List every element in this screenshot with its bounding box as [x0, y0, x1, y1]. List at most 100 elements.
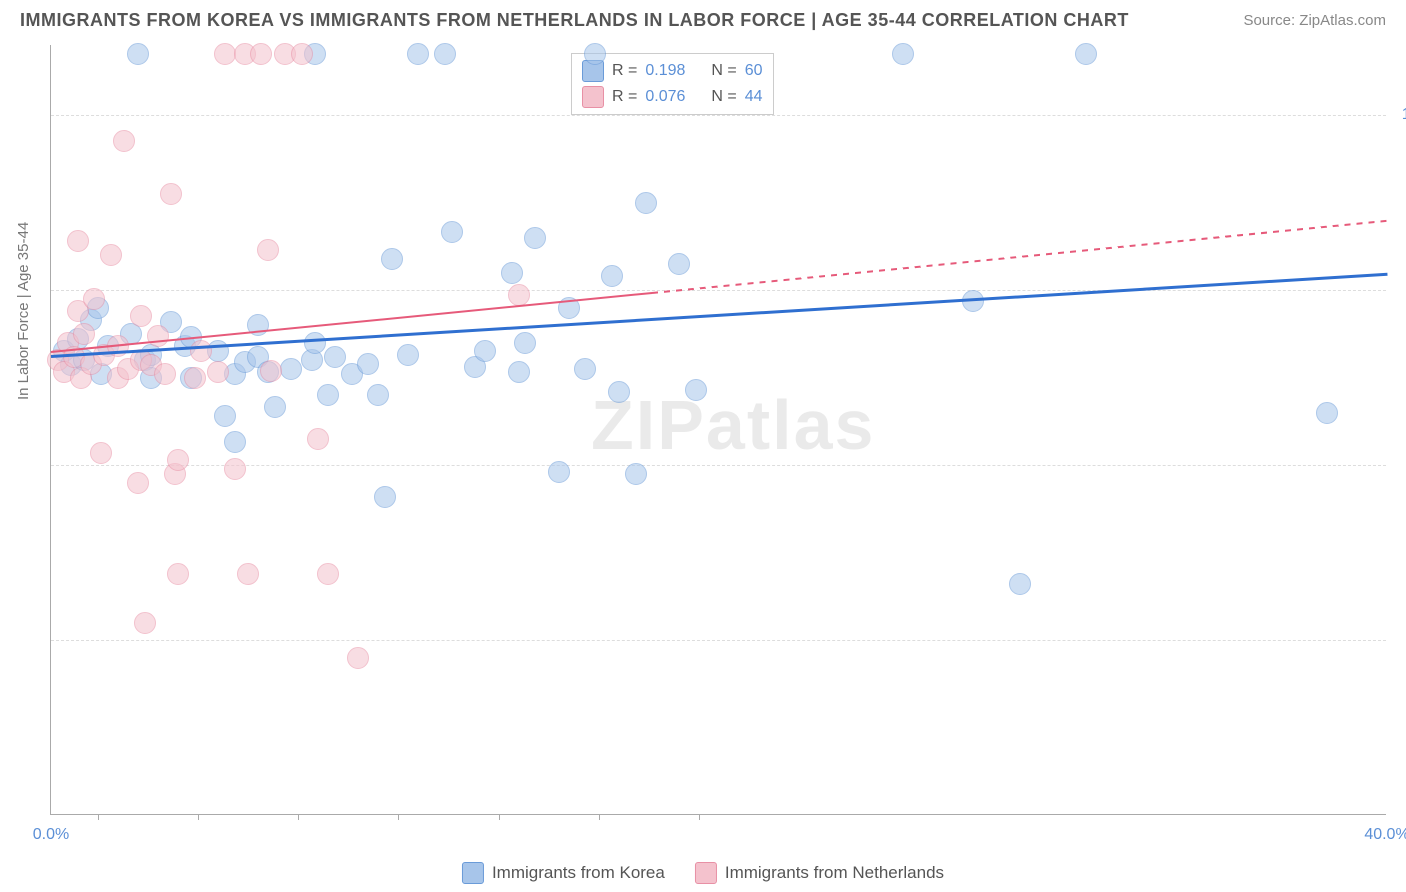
x-tick-mark	[198, 814, 199, 820]
data-point	[67, 230, 89, 252]
n-label: N =	[711, 88, 736, 106]
data-point	[441, 221, 463, 243]
data-point	[237, 563, 259, 585]
data-point	[167, 563, 189, 585]
data-point	[280, 358, 302, 380]
data-point	[685, 379, 707, 401]
r-value: 0.076	[645, 88, 685, 106]
x-tick-mark	[499, 814, 500, 820]
data-point	[73, 323, 95, 345]
x-tick-mark	[298, 814, 299, 820]
data-point	[214, 405, 236, 427]
watermark: ZIPatlas	[591, 385, 875, 465]
n-value: 44	[745, 88, 763, 106]
r-value: 0.198	[645, 62, 685, 80]
chart-title: IMMIGRANTS FROM KOREA VS IMMIGRANTS FROM…	[20, 10, 1129, 31]
n-label: N =	[711, 62, 736, 80]
x-tick-mark	[699, 814, 700, 820]
data-point	[83, 288, 105, 310]
data-point	[130, 305, 152, 327]
data-point	[224, 431, 246, 453]
data-point	[127, 472, 149, 494]
data-point	[601, 265, 623, 287]
data-point	[501, 262, 523, 284]
scatter-chart: ZIPatlas R =0.198N =60R =0.076N =44 70.0…	[50, 45, 1386, 815]
data-point	[407, 43, 429, 65]
data-point	[574, 358, 596, 380]
data-point	[374, 486, 396, 508]
data-point	[548, 461, 570, 483]
data-point	[214, 43, 236, 65]
data-point	[324, 346, 346, 368]
legend-stat-row: R = 0.076 N = 44	[582, 84, 763, 110]
y-tick-label: 70.0%	[1396, 631, 1406, 649]
data-point	[1009, 573, 1031, 595]
data-point	[317, 384, 339, 406]
data-point	[100, 244, 122, 266]
data-point	[397, 344, 419, 366]
data-point	[307, 428, 329, 450]
data-point	[524, 227, 546, 249]
x-tick-label: 40.0%	[1364, 826, 1406, 844]
gridline	[51, 640, 1386, 641]
data-point	[668, 253, 690, 275]
data-point	[584, 43, 606, 65]
data-point	[434, 43, 456, 65]
trend-line	[652, 220, 1387, 294]
data-point	[134, 612, 156, 634]
data-point	[508, 284, 530, 306]
n-value: 60	[745, 62, 763, 80]
x-tick-label: 0.0%	[33, 826, 69, 844]
data-point	[260, 360, 282, 382]
data-point	[207, 361, 229, 383]
chart-header: IMMIGRANTS FROM KOREA VS IMMIGRANTS FROM…	[0, 0, 1406, 36]
data-point	[892, 43, 914, 65]
r-label: R =	[612, 62, 637, 80]
y-axis-label: In Labor Force | Age 35-44	[15, 222, 32, 400]
data-point	[224, 458, 246, 480]
data-point	[508, 361, 530, 383]
data-point	[160, 183, 182, 205]
data-point	[304, 332, 326, 354]
data-point	[317, 563, 339, 585]
data-point	[381, 248, 403, 270]
data-point	[127, 43, 149, 65]
legend-stat-row: R = 0.198 N = 60	[582, 58, 763, 84]
legend-label: Immigrants from Netherlands	[725, 863, 944, 883]
data-point	[250, 43, 272, 65]
data-point	[357, 353, 379, 375]
legend-label: Immigrants from Korea	[492, 863, 665, 883]
data-point	[1075, 43, 1097, 65]
data-point	[514, 332, 536, 354]
data-point	[367, 384, 389, 406]
legend-item: Immigrants from Netherlands	[695, 862, 944, 884]
x-tick-mark	[599, 814, 600, 820]
data-point	[625, 463, 647, 485]
data-point	[154, 363, 176, 385]
gridline	[51, 115, 1386, 116]
legend-swatch	[695, 862, 717, 884]
legend-item: Immigrants from Korea	[462, 862, 665, 884]
x-tick-mark	[98, 814, 99, 820]
series-legend: Immigrants from Korea Immigrants from Net…	[462, 862, 944, 884]
r-label: R =	[612, 88, 637, 106]
data-point	[90, 442, 112, 464]
gridline	[51, 290, 1386, 291]
y-tick-label: 90.0%	[1396, 281, 1406, 299]
data-point	[184, 367, 206, 389]
data-point	[113, 130, 135, 152]
data-point	[167, 449, 189, 471]
legend-swatch	[582, 86, 604, 108]
data-point	[190, 340, 212, 362]
data-point	[635, 192, 657, 214]
data-point	[1316, 402, 1338, 424]
y-tick-label: 100.0%	[1396, 106, 1406, 124]
data-point	[474, 340, 496, 362]
gridline	[51, 465, 1386, 466]
y-tick-label: 80.0%	[1396, 456, 1406, 474]
chart-source: Source: ZipAtlas.com	[1243, 12, 1386, 29]
data-point	[264, 396, 286, 418]
data-point	[347, 647, 369, 669]
data-point	[608, 381, 630, 403]
data-point	[257, 239, 279, 261]
